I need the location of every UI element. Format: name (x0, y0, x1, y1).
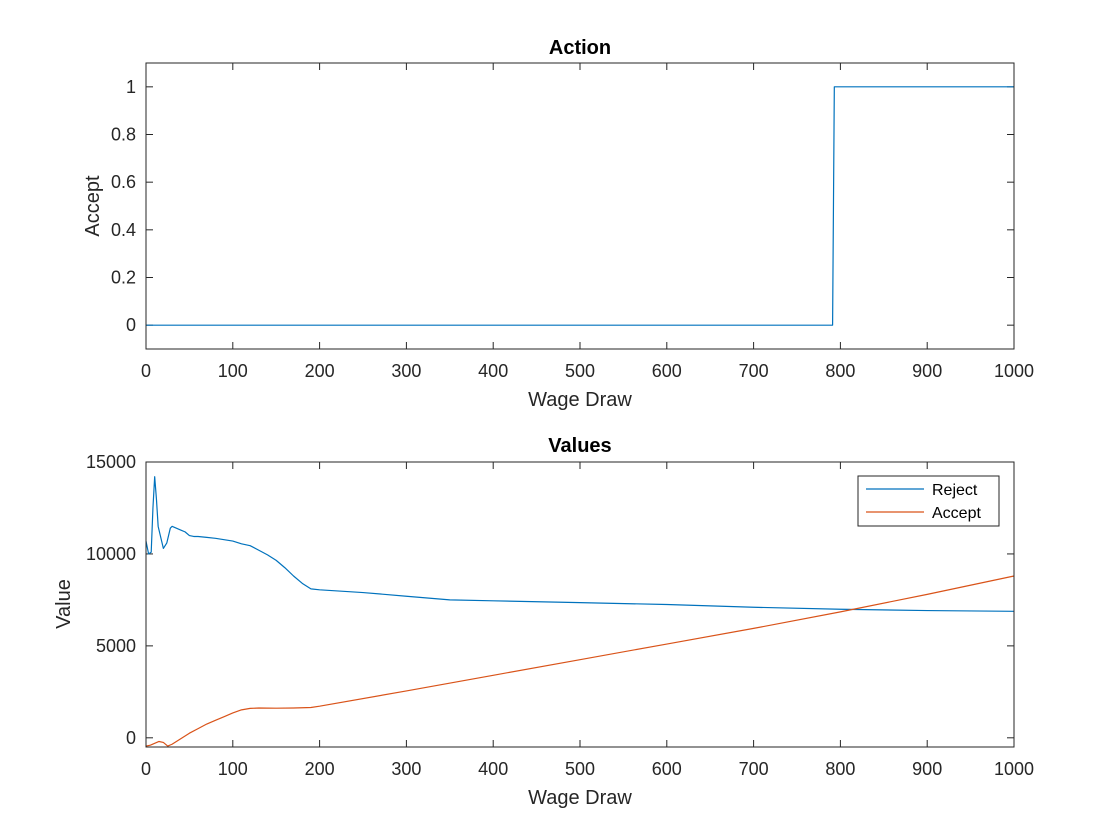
legend-label-accept: Accept (932, 505, 981, 522)
action-x-tick-label: 200 (305, 361, 335, 381)
values-x-tick-label: 200 (305, 759, 335, 779)
values-legend: Reject Accept (857, 475, 1000, 527)
values-x-tick-label: 500 (565, 759, 595, 779)
values-axes: Values Wage Draw Value 0 100 200 300 400 500 6… (53, 435, 1034, 809)
action-x-tick-label: 900 (912, 361, 942, 381)
values-line-accept (145, 575, 1015, 747)
legend-box (857, 475, 1000, 527)
action-y-tick-label: 0.6 (111, 172, 136, 192)
action-y-tick-label: 0 (126, 315, 136, 335)
action-title: Action (549, 37, 611, 59)
action-y-tick-label: 0.8 (111, 125, 136, 145)
action-x-tick-label: 1000 (994, 361, 1034, 381)
values-x-tick-label: 700 (739, 759, 769, 779)
action-ticks: 0 100 200 300 400 500 600 700 800 900 1000 0 0.2 0.4 0… (111, 63, 1034, 381)
values-x-tick-label: 300 (391, 759, 421, 779)
values-x-tick-label: 800 (825, 759, 855, 779)
values-y-tick-label: 5000 (96, 636, 136, 656)
action-y-tick-label: 1 (126, 77, 136, 97)
values-x-tick-label: 400 (478, 759, 508, 779)
action-x-tick-label: 800 (825, 361, 855, 381)
action-axes: Action Wage Draw Accept 0 100 200 300 400 500… (82, 37, 1034, 411)
values-y-tick-label: 15000 (86, 452, 136, 472)
action-lines (146, 86, 1014, 326)
values-x-tick-label: 600 (652, 759, 682, 779)
values-title: Values (548, 435, 611, 457)
action-x-tick-label: 0 (141, 361, 151, 381)
values-line-reject (145, 476, 1015, 612)
action-x-axis-label: Wage Draw (528, 389, 632, 411)
values-y-tick-label: 0 (126, 728, 136, 748)
values-plot-frame (145, 461, 1015, 748)
action-x-tick-label: 100 (218, 361, 248, 381)
values-x-axis-label: Wage Draw (528, 787, 632, 809)
action-x-tick-label: 500 (565, 361, 595, 381)
values-x-tick-label: 100 (218, 759, 248, 779)
values-ticks: 0 100 200 300 400 500 600 700 800 900 100005000100… (86, 452, 1034, 779)
values-x-tick-label: 1000 (994, 759, 1034, 779)
action-plot-frame (145, 62, 1015, 350)
action-line-series-0 (146, 86, 1014, 326)
action-x-tick-label: 300 (391, 361, 421, 381)
legend-label-reject: Reject (932, 482, 978, 499)
values-x-tick-label: 0 (141, 759, 151, 779)
action-x-tick-label: 400 (478, 361, 508, 381)
action-x-tick-label: 700 (739, 361, 769, 381)
action-y-tick-label: 0.4 (111, 220, 136, 240)
values-x-tick-label: 900 (912, 759, 942, 779)
values-y-tick-label: 10000 (86, 544, 136, 564)
action-y-tick-label: 0.2 (111, 268, 136, 288)
values-y-axis-label: Value (53, 579, 75, 629)
action-y-axis-label: Accept (82, 175, 104, 237)
action-x-tick-label: 600 (652, 361, 682, 381)
values-lines (145, 476, 1015, 747)
